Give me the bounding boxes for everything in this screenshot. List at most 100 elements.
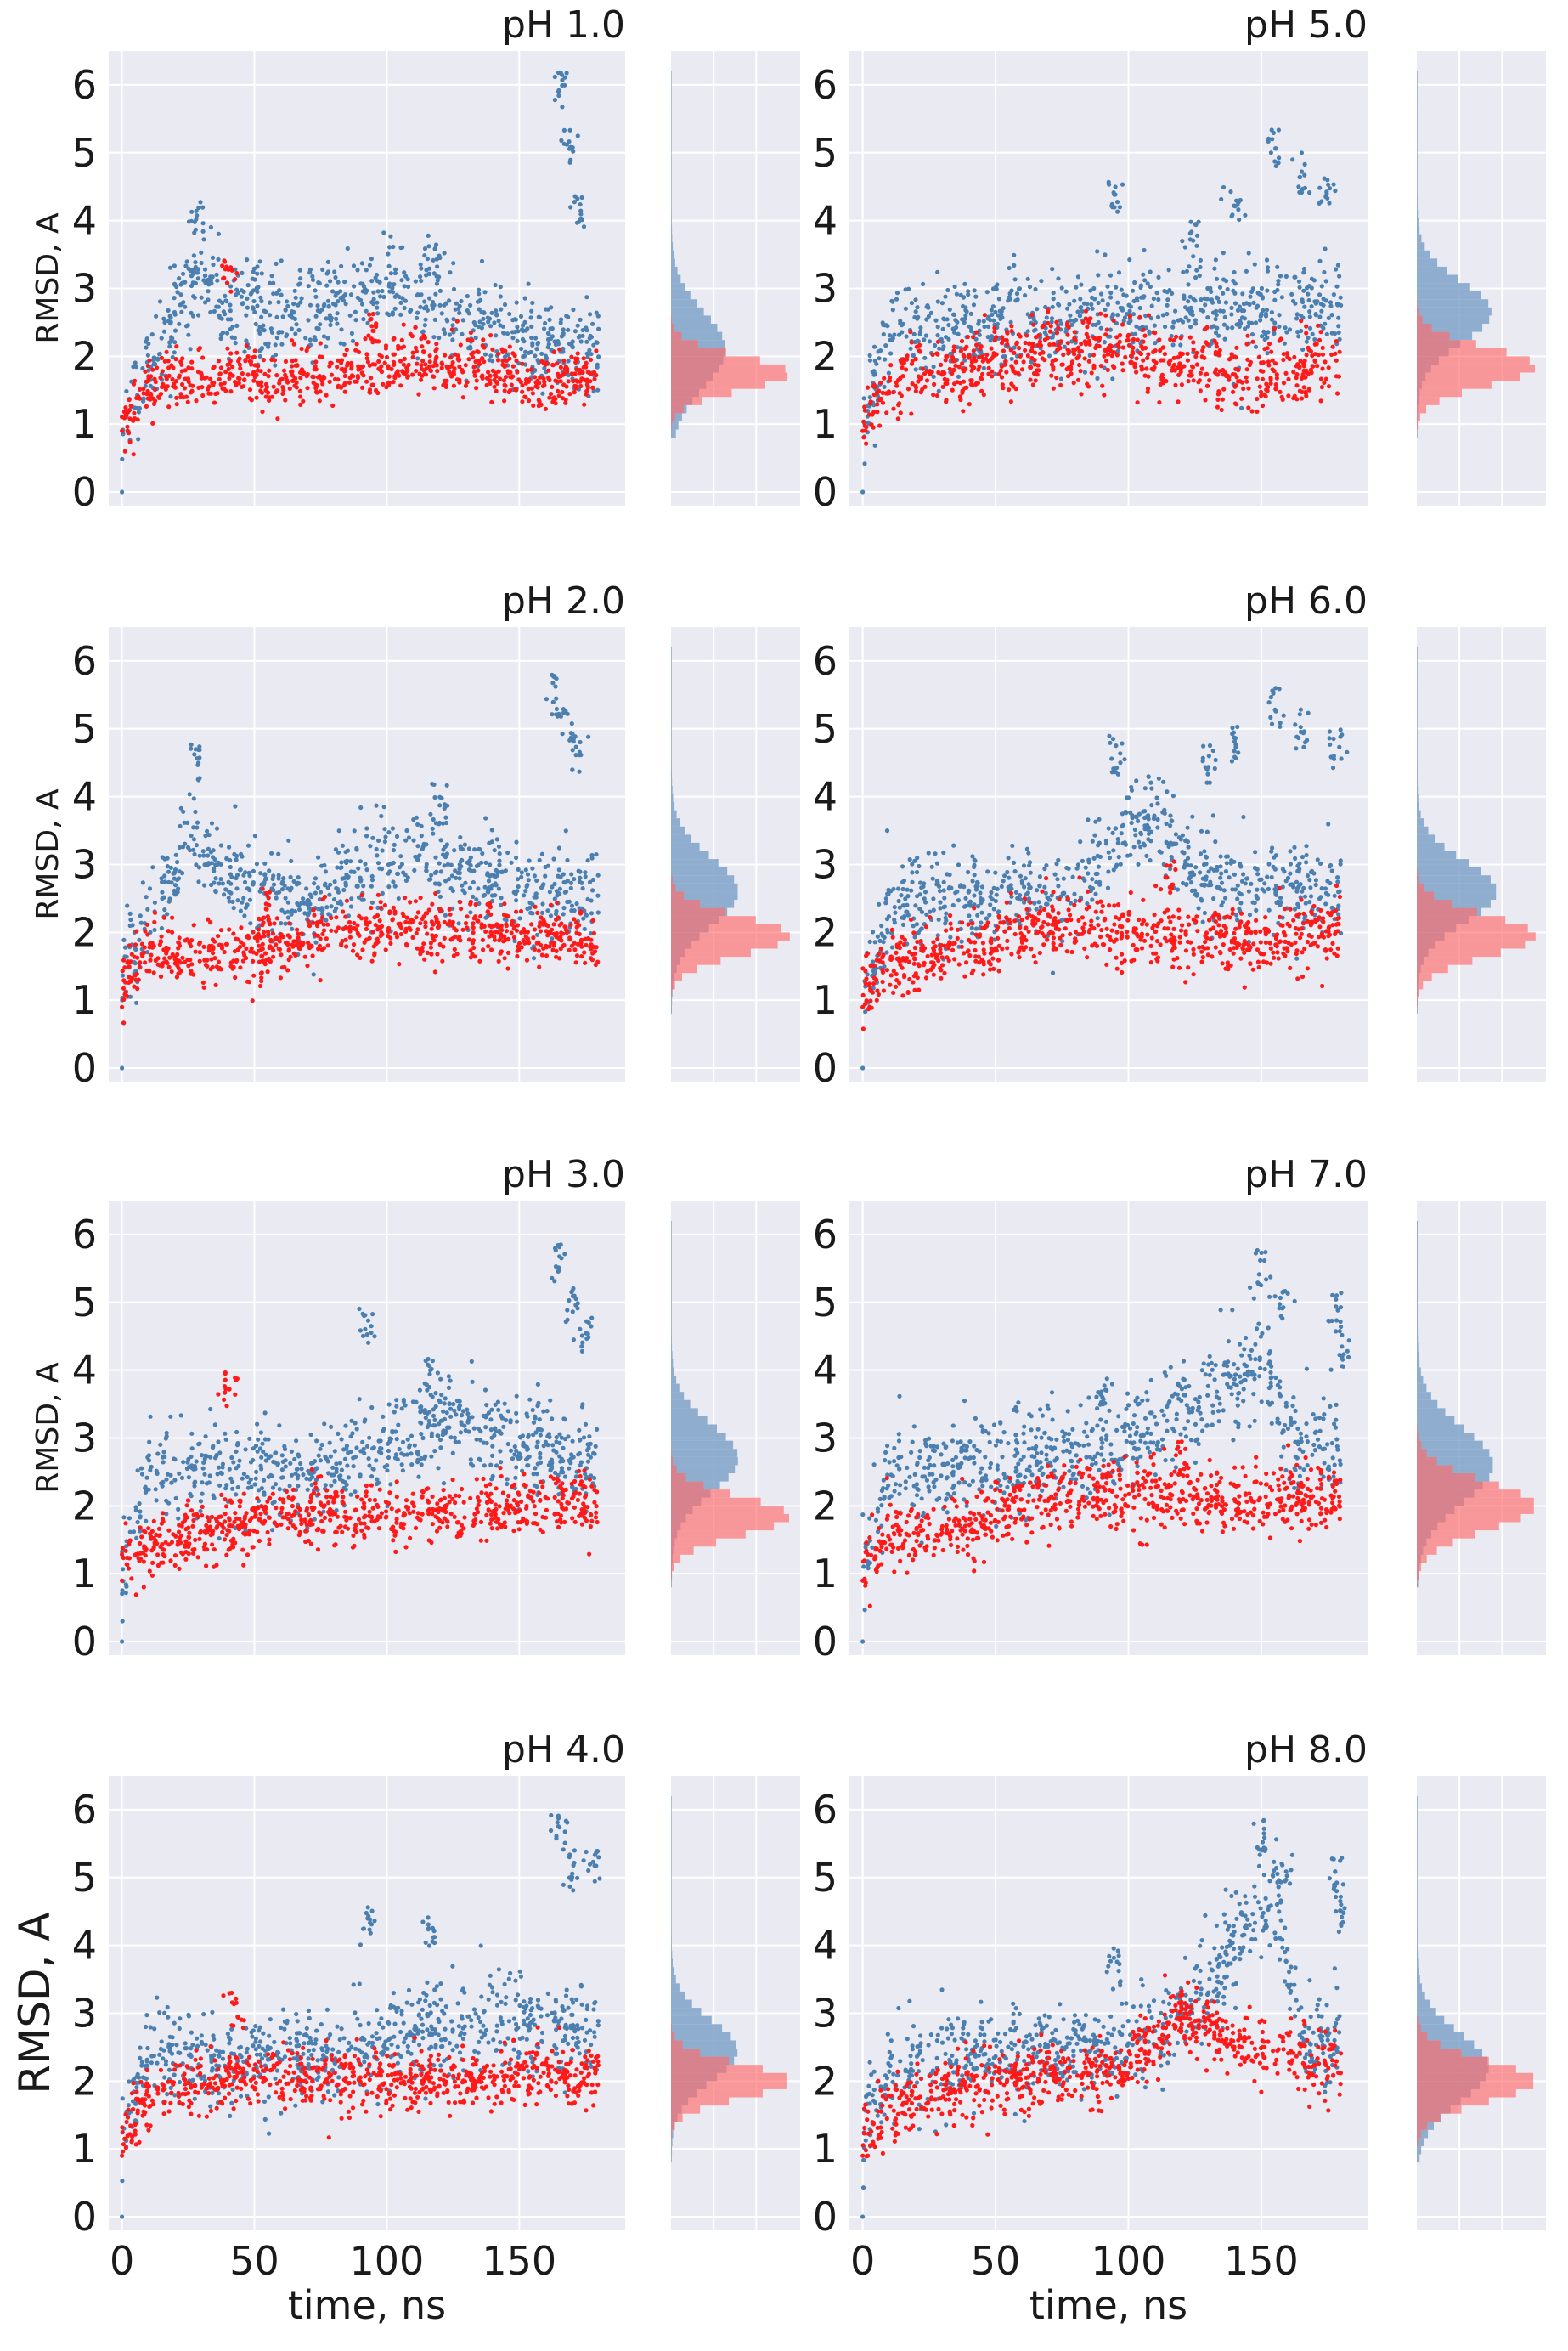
data-point — [577, 769, 582, 774]
data-point — [1128, 353, 1134, 359]
data-point — [1301, 288, 1306, 293]
data-point — [437, 302, 443, 308]
data-point — [238, 867, 243, 873]
data-point — [944, 335, 949, 340]
data-point — [276, 851, 281, 856]
data-point — [222, 892, 227, 897]
data-point — [353, 309, 358, 314]
data-point — [894, 383, 900, 388]
data-point — [131, 418, 136, 423]
data-point — [1115, 342, 1120, 348]
data-point — [181, 271, 186, 276]
data-point — [557, 956, 562, 961]
data-point — [419, 363, 424, 368]
data-point — [369, 324, 375, 329]
data-point — [1007, 265, 1012, 271]
data-point — [223, 370, 228, 375]
data-point — [519, 870, 524, 875]
data-point — [488, 947, 494, 952]
data-point — [381, 294, 386, 300]
data-point — [332, 908, 337, 913]
data-point — [1249, 409, 1255, 414]
data-point — [259, 298, 264, 304]
data-point — [336, 280, 341, 285]
data-point — [1098, 325, 1103, 331]
histogram-bar — [671, 95, 672, 105]
data-point — [342, 369, 347, 374]
data-point — [1316, 323, 1321, 328]
histogram-bar — [1417, 111, 1418, 121]
data-point — [226, 267, 231, 272]
data-point — [1087, 353, 1092, 358]
data-point — [450, 323, 455, 328]
data-point — [1207, 378, 1212, 383]
data-point — [980, 359, 985, 364]
data-point — [578, 383, 584, 389]
data-point — [341, 294, 347, 299]
data-point — [468, 899, 473, 905]
data-point — [477, 307, 482, 312]
data-point — [138, 960, 143, 965]
data-point — [998, 368, 1003, 373]
data-point — [458, 900, 463, 905]
data-point — [532, 873, 538, 879]
data-point — [1116, 270, 1122, 275]
data-point — [325, 943, 330, 948]
data-point — [432, 870, 437, 875]
histogram-bar — [1417, 324, 1432, 332]
data-point — [203, 834, 208, 839]
data-point — [159, 974, 164, 979]
data-point — [259, 390, 265, 395]
data-point — [972, 288, 977, 293]
data-point — [1334, 391, 1340, 396]
data-point — [1076, 353, 1081, 359]
data-point — [178, 392, 183, 397]
data-point — [319, 354, 324, 359]
data-point — [274, 896, 279, 901]
data-point — [1299, 319, 1304, 324]
data-point — [369, 878, 375, 883]
data-point — [1103, 307, 1108, 313]
data-point — [1156, 274, 1161, 280]
data-point — [1200, 348, 1205, 353]
data-point — [502, 956, 507, 961]
data-point — [909, 411, 914, 416]
data-point — [169, 969, 174, 975]
data-point — [1058, 318, 1063, 323]
data-point — [431, 386, 437, 391]
data-point — [228, 326, 233, 332]
histogram-bar — [1417, 71, 1418, 80]
data-point — [303, 336, 308, 341]
data-point — [537, 314, 543, 320]
data-point — [148, 941, 153, 947]
histogram-bar — [1417, 283, 1470, 291]
data-point — [1307, 325, 1313, 331]
data-point — [293, 295, 298, 300]
data-point — [479, 374, 484, 379]
data-point — [376, 359, 381, 364]
data-point — [1134, 324, 1139, 329]
data-point — [541, 882, 546, 887]
data-point — [149, 952, 154, 958]
data-point — [217, 371, 223, 376]
data-point — [374, 803, 379, 808]
data-point — [133, 378, 138, 383]
data-point — [426, 244, 431, 249]
data-point — [321, 928, 327, 933]
data-point — [542, 326, 547, 331]
data-point — [358, 859, 363, 864]
histogram-bar — [1417, 429, 1418, 438]
data-point — [559, 317, 564, 322]
data-point — [161, 960, 166, 965]
data-point — [1304, 324, 1309, 329]
data-point — [333, 376, 338, 381]
y-axis-label: RMSD, A — [31, 212, 65, 344]
data-point — [379, 905, 384, 910]
data-point — [1121, 319, 1126, 324]
data-point — [347, 919, 353, 925]
data-point — [1279, 295, 1284, 300]
data-point — [400, 296, 405, 301]
data-point — [1239, 396, 1244, 401]
data-point — [1105, 367, 1110, 372]
data-point — [376, 838, 381, 844]
